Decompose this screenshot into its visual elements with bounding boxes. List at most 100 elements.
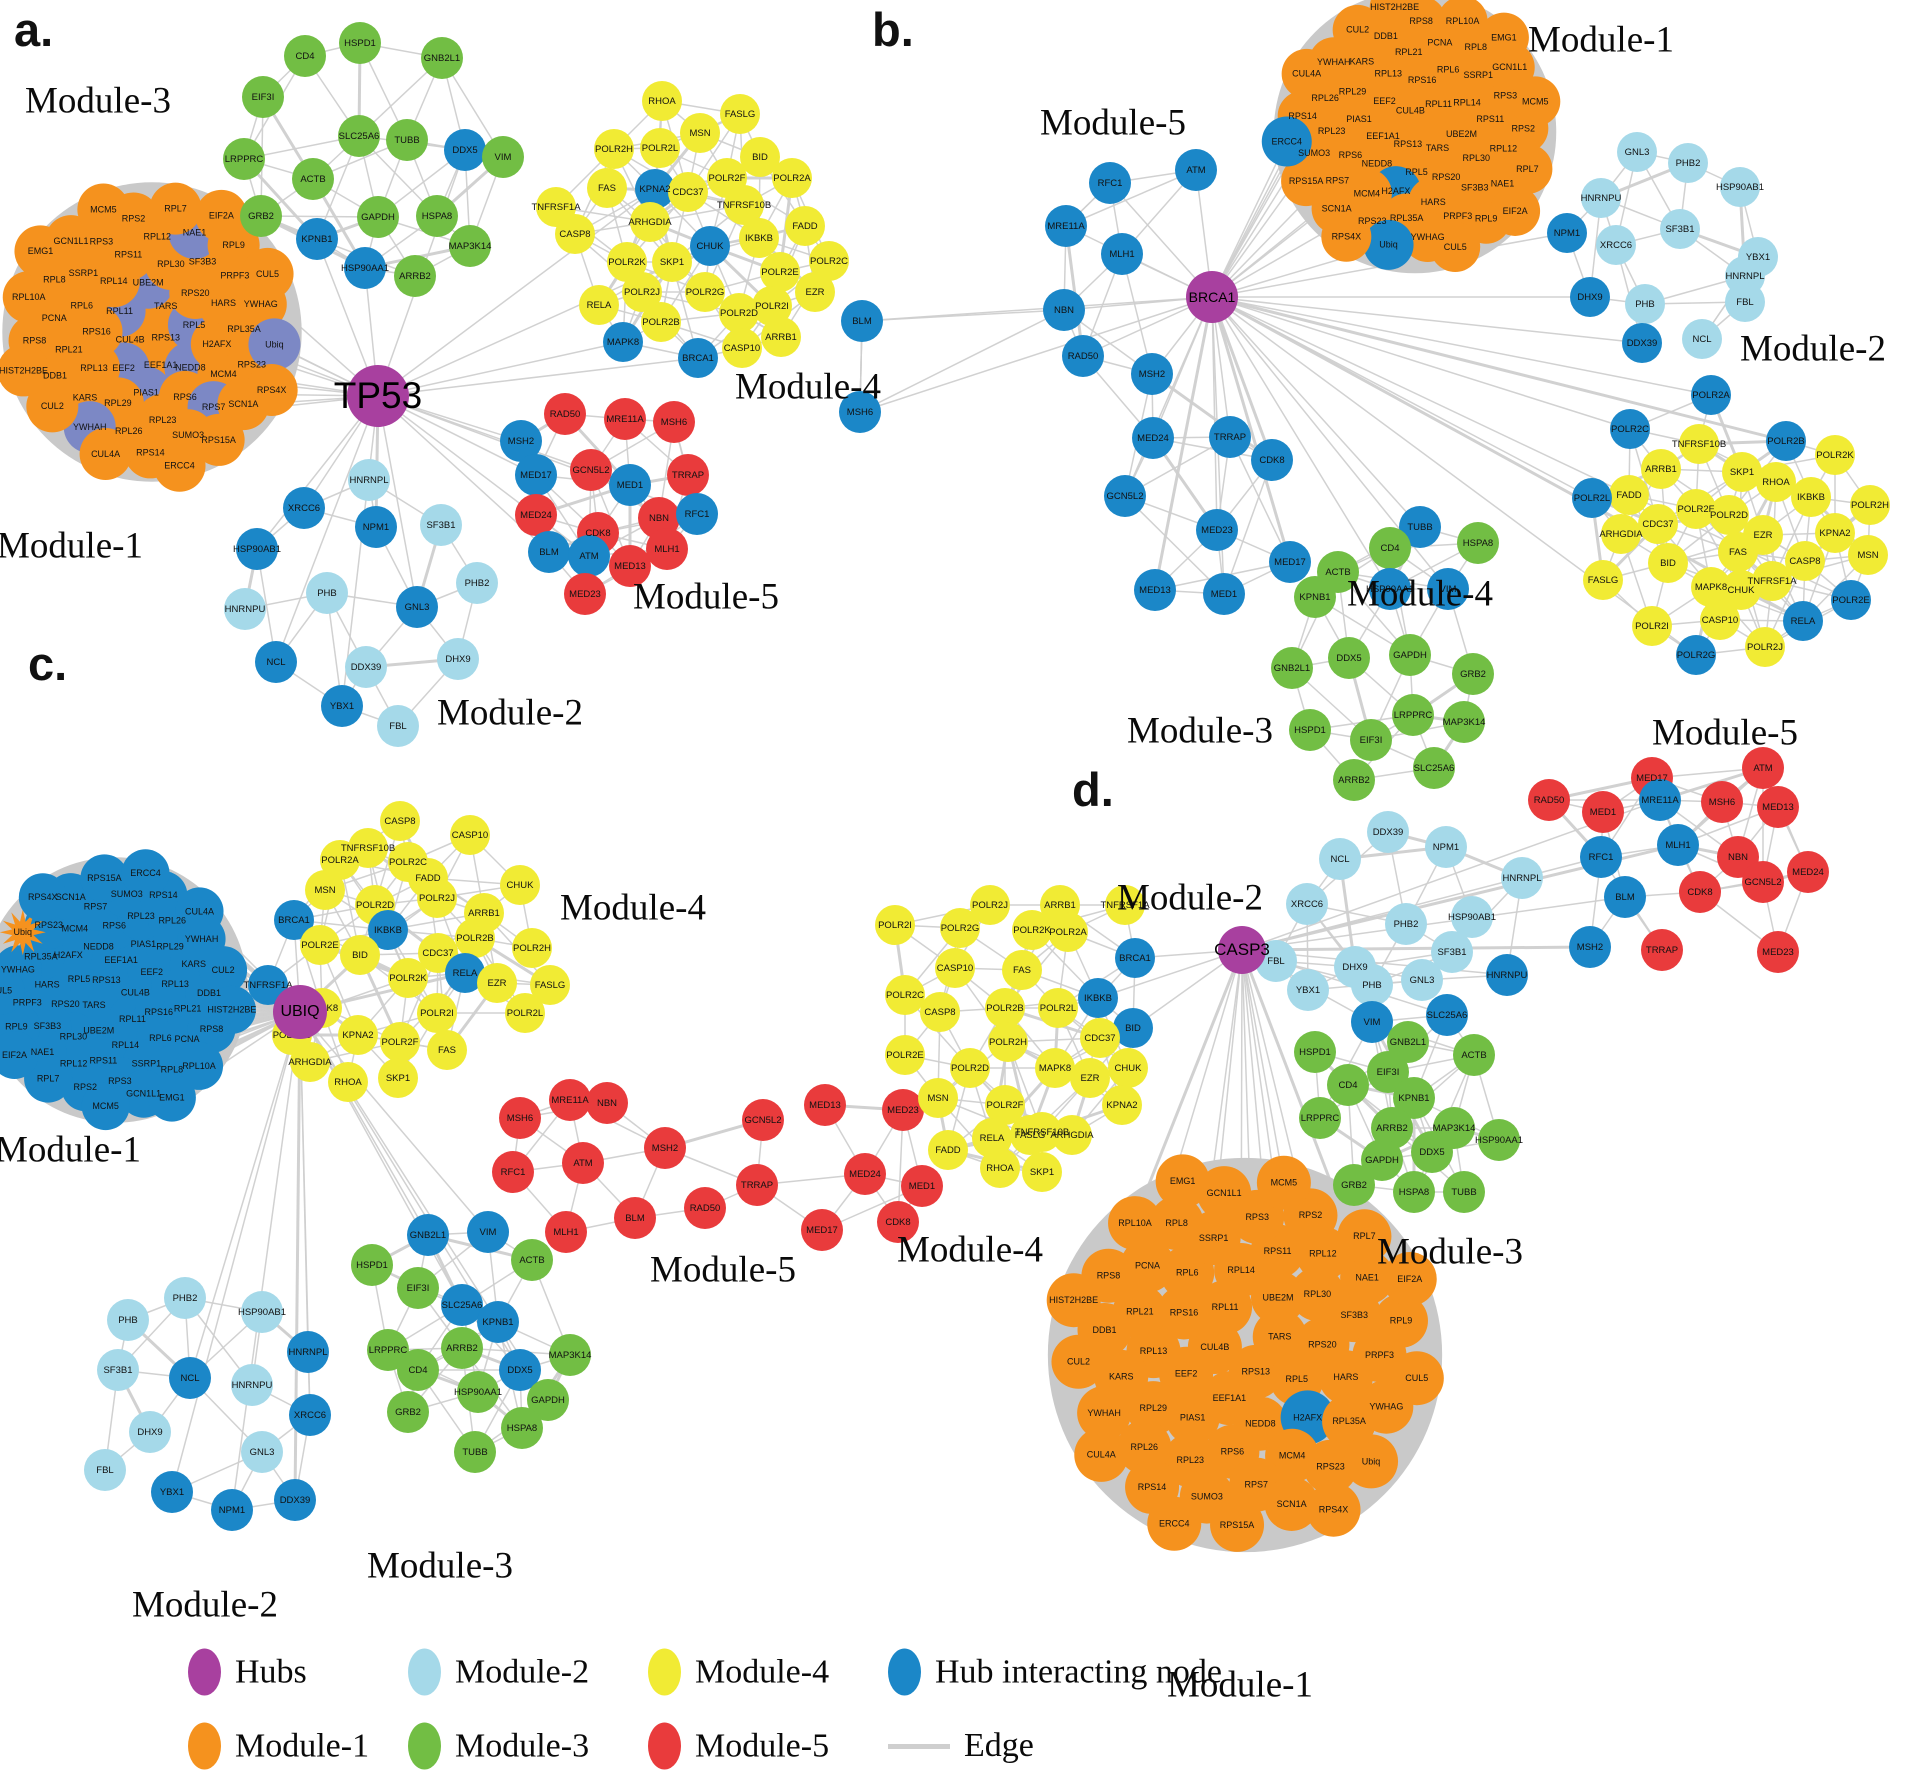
module-label-c-1: Module-1 bbox=[0, 1129, 141, 1171]
network-node bbox=[1848, 535, 1888, 575]
node-label: VIM bbox=[1364, 1017, 1381, 1028]
network-node bbox=[609, 545, 651, 587]
network-node bbox=[1691, 567, 1731, 607]
network-node bbox=[724, 185, 764, 225]
node-label: RPL13 bbox=[1140, 1346, 1168, 1356]
node-label: HARS bbox=[1333, 1372, 1358, 1382]
network-node bbox=[1676, 489, 1716, 529]
node-label: RPL8 bbox=[1465, 42, 1488, 52]
node-label: TARS bbox=[82, 1000, 105, 1010]
network-node bbox=[1197, 1166, 1252, 1221]
network-node bbox=[1443, 1171, 1485, 1213]
network-node bbox=[236, 528, 278, 570]
network-node bbox=[287, 1331, 329, 1373]
node-label: VIM bbox=[495, 152, 512, 163]
node-label: MRE11A bbox=[1641, 795, 1679, 806]
node-label: MED13 bbox=[1139, 585, 1171, 596]
node-label: CASP10 bbox=[1702, 615, 1738, 626]
network-node bbox=[1452, 653, 1494, 695]
node-label: CDC37 bbox=[1084, 1033, 1115, 1044]
network-node bbox=[14, 225, 67, 278]
network-node bbox=[1350, 719, 1392, 761]
panel-letter-c: c. bbox=[28, 637, 68, 690]
network-node bbox=[388, 958, 428, 998]
node-label: KPNB1 bbox=[1299, 592, 1330, 603]
node-label: POLR2B bbox=[986, 1003, 1024, 1014]
node-label: RPS16 bbox=[82, 326, 111, 336]
network-node bbox=[1132, 417, 1174, 459]
network-node bbox=[603, 322, 643, 362]
module-label-d-2: Module-2 bbox=[1117, 877, 1263, 919]
network-node bbox=[1078, 978, 1118, 1018]
network-node bbox=[255, 641, 297, 683]
node-label: RPS2 bbox=[74, 1082, 98, 1092]
node-label: SF3B3 bbox=[1340, 1310, 1368, 1320]
module-label-b-3: Module-3 bbox=[1127, 710, 1273, 752]
node-label: RPL14 bbox=[1453, 97, 1481, 107]
node-label: ATM bbox=[1186, 165, 1205, 176]
node-label: RAD50 bbox=[550, 409, 581, 420]
network-node bbox=[1437, 0, 1488, 47]
node-label: RPL11 bbox=[106, 306, 133, 316]
node-label: BRCA1 bbox=[1119, 953, 1151, 964]
node-label: RHOA bbox=[648, 96, 676, 107]
node-label: EEF2 bbox=[1373, 96, 1396, 106]
node-label: CDC37 bbox=[672, 187, 703, 198]
node-label: MED1 bbox=[617, 480, 643, 491]
network-node bbox=[1147, 1496, 1202, 1551]
network-node-star bbox=[0, 909, 46, 956]
node-label: RPS8 bbox=[1097, 1271, 1121, 1281]
network-node bbox=[1722, 452, 1762, 492]
node-label: LRPPRC bbox=[369, 1345, 408, 1356]
node-label: KPNB1 bbox=[1398, 1093, 1429, 1104]
node-label: EIF3I bbox=[252, 92, 275, 103]
network-node bbox=[1209, 416, 1251, 458]
node-label: RPL21 bbox=[1126, 1306, 1154, 1316]
network-node bbox=[1756, 462, 1796, 502]
network-node bbox=[1367, 811, 1409, 853]
network-node bbox=[1638, 504, 1678, 544]
network-node bbox=[1502, 143, 1553, 194]
node-label: CASP8 bbox=[1789, 556, 1820, 567]
network-node bbox=[1501, 857, 1543, 899]
legend-item-hub-interacting-node: Hub interacting node bbox=[888, 1648, 1222, 1696]
legend-label: Edge bbox=[964, 1727, 1034, 1764]
node-label: MED24 bbox=[1792, 867, 1824, 878]
node-label: RPL14 bbox=[1227, 1265, 1255, 1275]
network-node bbox=[1048, 912, 1088, 952]
node-label: RPL26 bbox=[1311, 93, 1339, 103]
node-label: FADD bbox=[792, 221, 817, 232]
node-label: RPL10A bbox=[1118, 1218, 1152, 1228]
network-node bbox=[719, 293, 759, 333]
node-label: YBX1 bbox=[160, 1487, 184, 1498]
network-node bbox=[515, 454, 557, 496]
node-label: RPL8 bbox=[43, 274, 66, 284]
node-label: POLR2D bbox=[720, 308, 758, 319]
node-label: POLR2G bbox=[941, 923, 980, 934]
network-node bbox=[641, 302, 681, 342]
network-node bbox=[121, 849, 170, 898]
node-label: DHX9 bbox=[445, 654, 470, 665]
node-label: HIST2H2BE bbox=[1049, 1295, 1098, 1305]
node-label: NEDD8 bbox=[83, 941, 114, 951]
node-label: RPL9 bbox=[5, 1022, 28, 1032]
node-label: BLM bbox=[852, 316, 872, 327]
node-label: PHB2 bbox=[465, 578, 490, 589]
node-label: GRB2 bbox=[248, 211, 274, 222]
network-node bbox=[928, 1130, 968, 1170]
network-node bbox=[511, 1239, 553, 1281]
network-node bbox=[1393, 1077, 1435, 1119]
node-label: POLR2A bbox=[321, 855, 359, 866]
network-node bbox=[653, 401, 695, 443]
node-label: GCN1L1 bbox=[1492, 62, 1527, 72]
module-5-marker-icon bbox=[648, 1722, 681, 1770]
node-label: MSN bbox=[314, 885, 335, 896]
node-label: DHX9 bbox=[137, 1427, 162, 1438]
node-label: ATM bbox=[573, 1158, 592, 1169]
node-label: MAP3K14 bbox=[1433, 1123, 1476, 1134]
network-node bbox=[1622, 323, 1662, 363]
network-node bbox=[1369, 568, 1411, 610]
node-label: EIF2A bbox=[1397, 1274, 1422, 1284]
node-label: RPL9 bbox=[222, 240, 245, 250]
